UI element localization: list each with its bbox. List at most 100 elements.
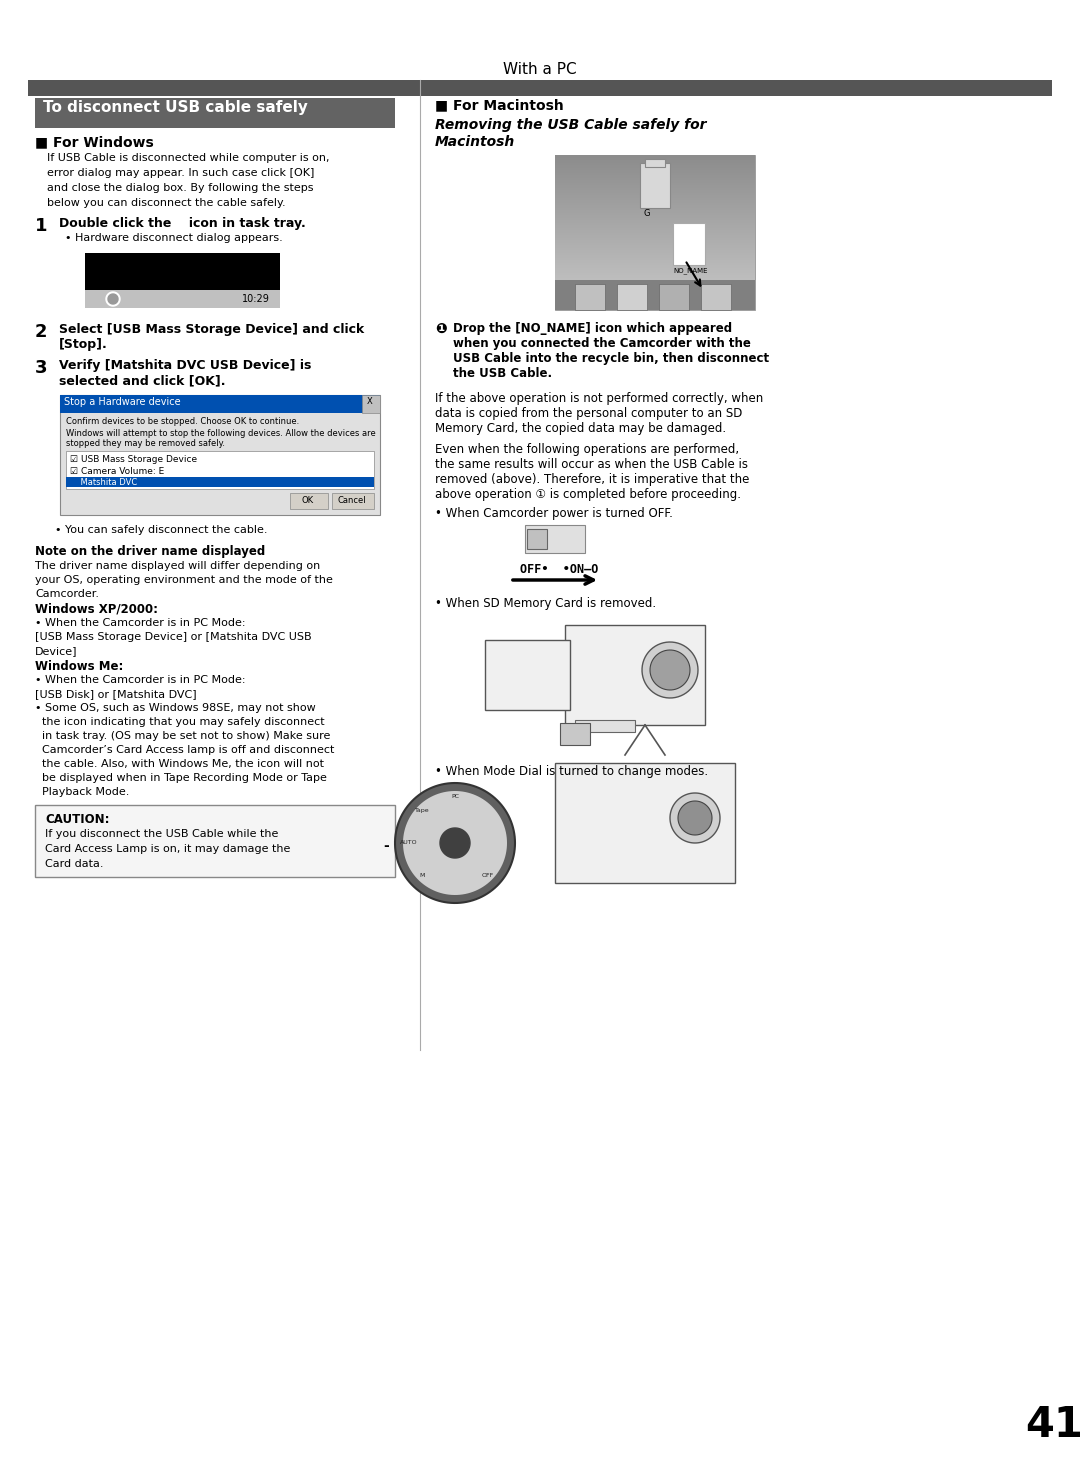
Bar — [525, 526, 585, 553]
Text: Double click the    icon in task tray.: Double click the icon in task tray. — [59, 217, 306, 230]
Text: Confirm devices to be stopped. Choose OK to continue.: Confirm devices to be stopped. Choose OK… — [66, 417, 299, 426]
Text: Device]: Device] — [35, 646, 78, 656]
Bar — [85, 253, 280, 307]
Text: Windows will attempt to stop the following devices. Allow the devices are: Windows will attempt to stop the followi… — [66, 429, 376, 438]
Text: ■ For Windows: ■ For Windows — [35, 135, 153, 149]
Text: [USB Disk] or [Matshita DVC]: [USB Disk] or [Matshita DVC] — [35, 690, 197, 698]
Bar — [575, 720, 635, 732]
Text: If USB Cable is disconnected while computer is on,: If USB Cable is disconnected while compu… — [48, 154, 329, 163]
Text: Verify [Matshita DVC USB Device] is: Verify [Matshita DVC USB Device] is — [59, 359, 311, 372]
Text: Memory Card, the copied data may be damaged.: Memory Card, the copied data may be dama… — [435, 422, 726, 435]
Bar — [701, 284, 731, 310]
Text: when you connected the Camcorder with the: when you connected the Camcorder with th… — [453, 337, 751, 350]
Text: AUTO: AUTO — [401, 840, 418, 846]
Text: Cancel: Cancel — [338, 496, 366, 505]
Text: OFF•  •ON—O: OFF• •ON—O — [519, 564, 598, 575]
Bar — [60, 395, 380, 515]
Text: OK: OK — [302, 496, 314, 505]
Bar — [35, 805, 395, 877]
Bar — [555, 763, 735, 883]
Bar — [561, 723, 590, 745]
Text: 2: 2 — [35, 324, 48, 341]
Text: your OS, operating environment and the mode of the: your OS, operating environment and the m… — [35, 575, 333, 586]
Text: and close the dialog box. By following the steps: and close the dialog box. By following t… — [48, 183, 313, 193]
Text: • When SD Memory Card is removed.: • When SD Memory Card is removed. — [435, 597, 657, 610]
Text: • When the Camcorder is in PC Mode:: • When the Camcorder is in PC Mode: — [35, 675, 245, 685]
Bar — [555, 280, 755, 310]
Polygon shape — [108, 294, 118, 305]
Text: 10:29: 10:29 — [242, 294, 270, 305]
Text: With a PC: With a PC — [503, 61, 577, 78]
Bar — [35, 98, 395, 127]
Bar — [28, 81, 1052, 97]
Bar — [60, 395, 380, 413]
Text: Even when the following operations are performed,: Even when the following operations are p… — [435, 444, 739, 455]
Polygon shape — [395, 783, 515, 903]
Text: Select [USB Mass Storage Device] and click: Select [USB Mass Storage Device] and cli… — [59, 324, 364, 337]
Text: removed (above). Therefore, it is imperative that the: removed (above). Therefore, it is impera… — [435, 473, 750, 486]
Text: the icon indicating that you may safely disconnect: the icon indicating that you may safely … — [35, 717, 325, 728]
Text: in task tray. (OS may be set not to show) Make sure: in task tray. (OS may be set not to show… — [35, 731, 330, 741]
Bar — [85, 290, 280, 307]
Bar — [673, 223, 705, 265]
Bar — [66, 477, 374, 488]
Bar — [617, 284, 647, 310]
Text: above operation ① is completed before proceeding.: above operation ① is completed before pr… — [435, 488, 741, 501]
Text: NO_NAME: NO_NAME — [673, 266, 707, 274]
Text: the same results will occur as when the USB Cable is: the same results will occur as when the … — [435, 458, 748, 471]
Text: below you can disconnect the cable safely.: below you can disconnect the cable safel… — [48, 198, 285, 208]
Polygon shape — [650, 650, 690, 690]
Text: Drop the [NO_NAME] icon which appeared: Drop the [NO_NAME] icon which appeared — [453, 322, 732, 335]
Text: ☑ Camera Volume: E: ☑ Camera Volume: E — [70, 467, 164, 476]
Text: Card Access Lamp is on, it may damage the: Card Access Lamp is on, it may damage th… — [45, 845, 291, 854]
Text: [USB Mass Storage Device] or [Matshita DVC USB: [USB Mass Storage Device] or [Matshita D… — [35, 632, 312, 643]
Bar — [332, 493, 374, 509]
Bar — [291, 493, 328, 509]
Text: 41: 41 — [1025, 1404, 1080, 1446]
Text: data is copied from the personal computer to an SD: data is copied from the personal compute… — [435, 407, 742, 420]
Text: Camcorder’s Card Access lamp is off and disconnect: Camcorder’s Card Access lamp is off and … — [35, 745, 335, 755]
Text: the USB Cable.: the USB Cable. — [453, 367, 552, 381]
Text: Windows XP/2000:: Windows XP/2000: — [35, 603, 158, 616]
Text: Tape: Tape — [415, 808, 430, 813]
Text: Windows Me:: Windows Me: — [35, 660, 123, 673]
Text: the cable. Also, with Windows Me, the icon will not: the cable. Also, with Windows Me, the ic… — [35, 758, 324, 769]
Text: If the above operation is not performed correctly, when: If the above operation is not performed … — [435, 392, 764, 406]
Text: If you disconnect the USB Cable while the: If you disconnect the USB Cable while th… — [45, 829, 279, 839]
Text: Card data.: Card data. — [45, 859, 104, 870]
Bar — [575, 284, 605, 310]
Text: OFF: OFF — [482, 873, 494, 878]
Text: Macintosh: Macintosh — [435, 135, 515, 149]
Text: -: - — [383, 839, 389, 854]
Bar — [640, 163, 670, 208]
Text: CAUTION:: CAUTION: — [45, 813, 109, 826]
Text: [Stop].: [Stop]. — [59, 338, 108, 351]
Bar — [565, 625, 705, 725]
Text: 3: 3 — [35, 359, 48, 378]
Text: X: X — [367, 397, 373, 406]
Text: G: G — [644, 209, 650, 218]
Polygon shape — [642, 643, 698, 698]
Bar — [66, 451, 374, 489]
Text: M: M — [420, 873, 426, 878]
Text: ☑ USB Mass Storage Device: ☑ USB Mass Storage Device — [70, 455, 198, 464]
Text: error dialog may appear. In such case click [OK]: error dialog may appear. In such case cl… — [48, 168, 314, 179]
Text: • When Mode Dial is turned to change modes.: • When Mode Dial is turned to change mod… — [435, 766, 708, 777]
Text: • Hardware disconnect dialog appears.: • Hardware disconnect dialog appears. — [65, 233, 283, 243]
Text: ❶: ❶ — [435, 322, 447, 337]
Polygon shape — [670, 793, 720, 843]
Text: • When the Camcorder is in PC Mode:: • When the Camcorder is in PC Mode: — [35, 618, 245, 628]
Text: Stop a Hardware device: Stop a Hardware device — [64, 397, 180, 407]
Text: • You can safely disconnect the cable.: • You can safely disconnect the cable. — [55, 526, 268, 534]
Text: be displayed when in Tape Recording Mode or Tape: be displayed when in Tape Recording Mode… — [35, 773, 327, 783]
Text: selected and click [OK].: selected and click [OK]. — [59, 373, 226, 386]
Text: Matshita DVC: Matshita DVC — [70, 479, 137, 488]
Text: Removing the USB Cable safely for: Removing the USB Cable safely for — [435, 119, 706, 132]
Polygon shape — [678, 801, 712, 834]
Bar — [527, 529, 546, 549]
Polygon shape — [403, 791, 507, 895]
Text: To disconnect USB cable safely: To disconnect USB cable safely — [43, 100, 308, 116]
Bar — [485, 640, 570, 710]
Text: Note on the driver name displayed: Note on the driver name displayed — [35, 545, 266, 558]
Text: ■ For Macintosh: ■ For Macintosh — [435, 98, 564, 113]
